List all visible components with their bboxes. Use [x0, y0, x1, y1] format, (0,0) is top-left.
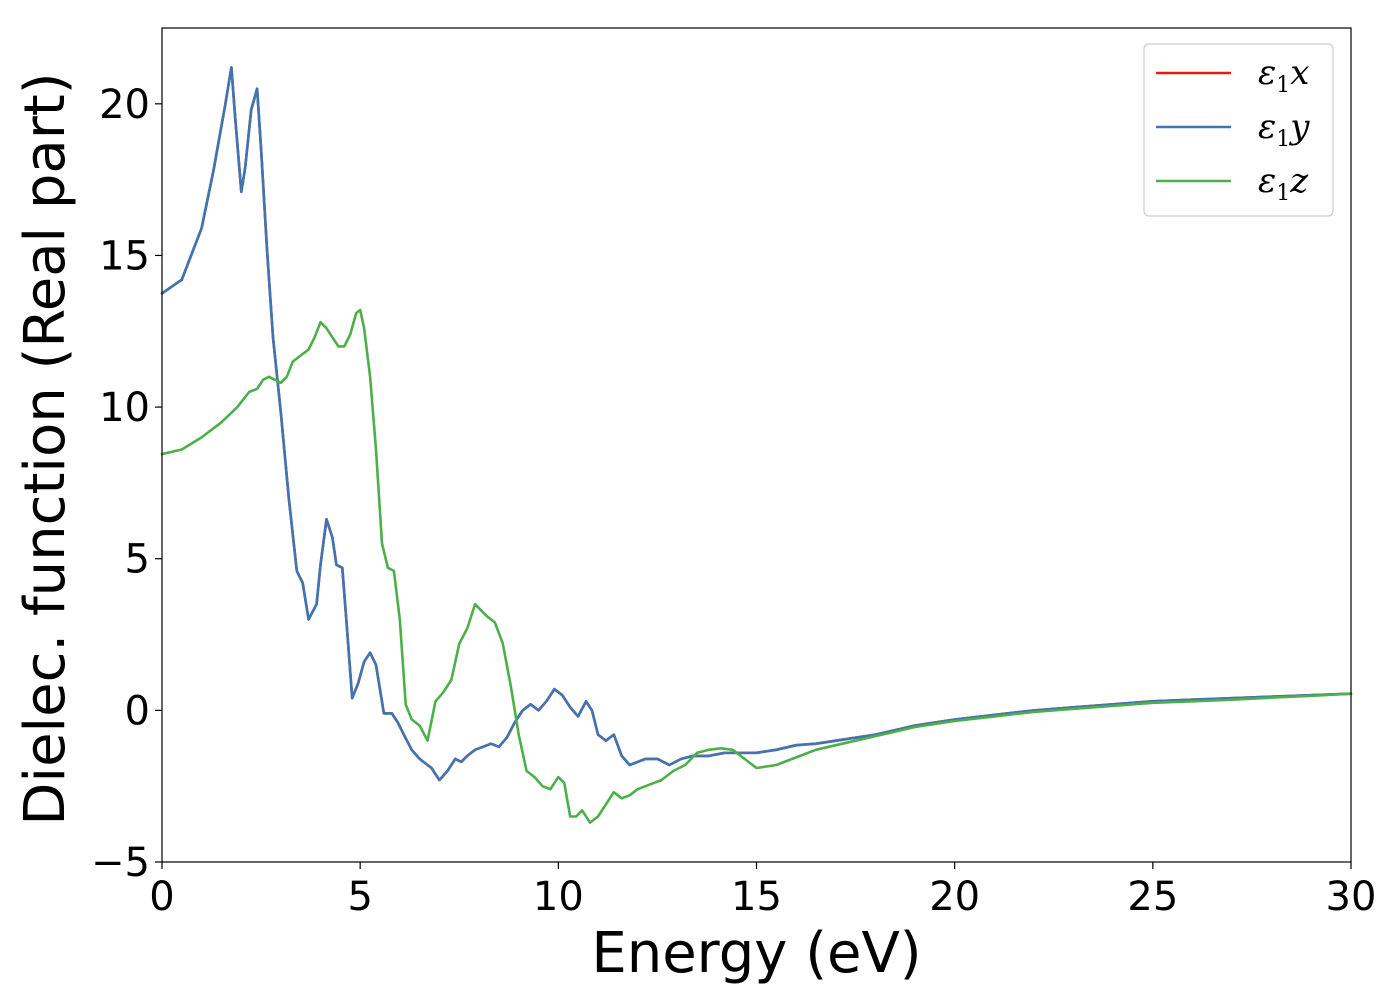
x-tick-label: 0 — [149, 874, 174, 920]
x-tick-label: 25 — [1127, 874, 1178, 920]
y-tick-label: 20 — [99, 82, 150, 128]
x-axis-label: Energy (eV) — [591, 921, 921, 986]
legend-label-x: ε1x — [1258, 53, 1309, 98]
legend-label-z: ε1z — [1258, 161, 1309, 206]
y-tick-label: 0 — [125, 688, 150, 734]
legend-label-y: ε1y — [1258, 107, 1310, 152]
y-tick-label: 15 — [99, 233, 150, 279]
x-tick-label: 30 — [1326, 874, 1377, 920]
series-line-y — [160, 66, 1353, 782]
x-tick-label: 15 — [731, 874, 782, 920]
series-layer — [160, 66, 1353, 824]
y-tick-label: 5 — [125, 537, 150, 583]
y-tick-label: −5 — [91, 840, 150, 886]
y-tick-label: 10 — [99, 385, 150, 431]
x-tick-label: 20 — [929, 874, 980, 920]
series-line-z — [160, 308, 1353, 824]
legend-box — [1143, 43, 1334, 217]
x-tick-label: 5 — [347, 874, 372, 920]
y-axis-label: Dielec. function (Real part) — [13, 72, 78, 825]
x-tick-label: 10 — [533, 874, 584, 920]
legend: ε1x ε1y ε1z — [1143, 43, 1334, 217]
